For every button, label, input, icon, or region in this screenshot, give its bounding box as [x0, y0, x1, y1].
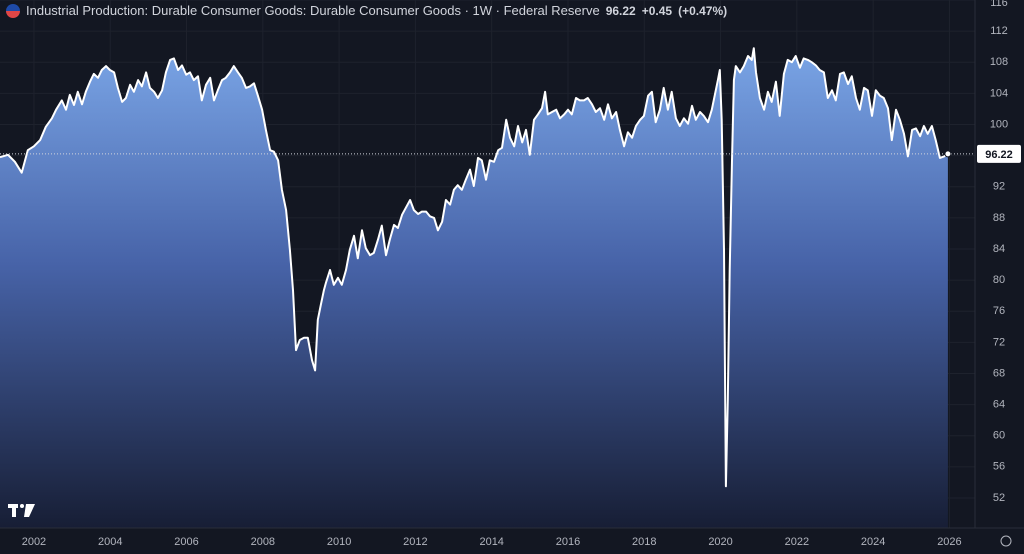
x-tick-label: 2004 [98, 536, 122, 548]
header: Industrial Production: Durable Consumer … [6, 3, 727, 18]
line [0, 47, 949, 488]
last-point [944, 150, 952, 158]
price-tag [977, 144, 1021, 163]
y-tick-label: 80 [993, 274, 1005, 286]
plot [0, 47, 975, 528]
y-tick-label: 84 [993, 243, 1005, 255]
y-tick-label: 72 [993, 336, 1005, 348]
x-tick-label: 2006 [174, 536, 198, 548]
x-tick-label: 2022 [785, 536, 809, 548]
x-tick-label: 2024 [861, 536, 885, 548]
x-tick-label: 2020 [708, 536, 732, 548]
y-tick-label: 64 [993, 399, 1005, 411]
y-tick-label: 76 [993, 305, 1005, 317]
price-tag-label: 96.22 [985, 149, 1013, 161]
x-tick-label: 2010 [327, 536, 351, 548]
x-tick-label: 2026 [937, 536, 961, 548]
y-tick-label: 56 [993, 461, 1005, 473]
y-tick-label: 100 [990, 118, 1008, 130]
x-tick-label: 2002 [22, 536, 46, 548]
change: +0.45 [641, 3, 673, 18]
flag-icon [6, 3, 20, 18]
y-tick-label: 108 [990, 56, 1008, 68]
y-tick-label: 88 [993, 212, 1005, 224]
x-tick-label: 2012 [403, 536, 427, 548]
x-tick-label: 2016 [556, 536, 580, 548]
y-tick-label: 112 [990, 25, 1008, 37]
last-value: 96.22 [605, 3, 636, 18]
area-fill [0, 48, 948, 528]
axes: 5256606468727680848892961001041081121162… [22, 0, 1021, 548]
logo [8, 504, 35, 517]
y-tick-label: 52 [993, 492, 1005, 504]
x-tick-label: 2018 [632, 536, 656, 548]
y-tick-label: 104 [990, 87, 1008, 99]
chart-title: Industrial Production: Durable Consumer … [26, 3, 600, 18]
change-pct: (+0.47%) [678, 3, 728, 18]
y-tick-label: 60 [993, 430, 1005, 442]
x-tick-label: 2014 [479, 536, 503, 548]
y-tick-label: 68 [993, 367, 1005, 379]
y-tick-label: 116 [990, 0, 1008, 9]
y-tick-label: 92 [993, 181, 1005, 193]
settings-icon[interactable] [1000, 535, 1012, 547]
x-tick-label: 2008 [251, 536, 275, 548]
